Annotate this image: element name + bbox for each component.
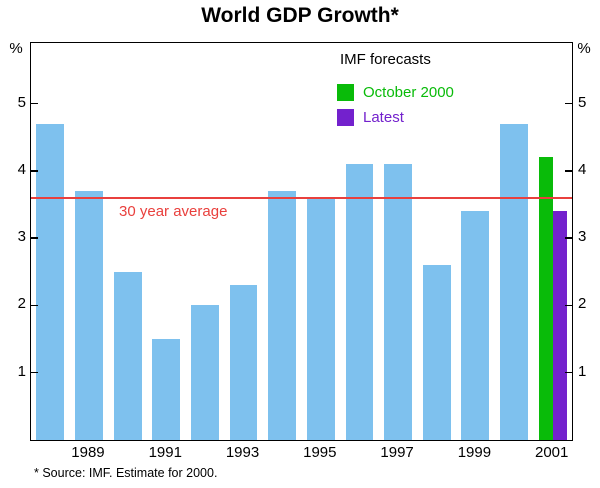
bar-2001-series2 [552, 211, 567, 440]
y-axis-label-right-1: 1 [578, 362, 587, 380]
bar-1999 [461, 211, 490, 440]
legend: IMF forecasts October 2000 Latest [337, 51, 454, 134]
y-axis-label-right-3: 3 [578, 228, 587, 246]
y-tick-right-4 [565, 170, 572, 172]
x-axis-label-2001: 2001 [534, 444, 569, 461]
legend-item-october-2000: October 2000 [337, 84, 454, 101]
x-axis-label-1995: 1995 [303, 444, 337, 461]
bar-1996 [345, 164, 374, 440]
x-axis-label-1989: 1989 [71, 444, 105, 461]
plot-area: 30 year average IMF forecasts October 20… [30, 42, 573, 441]
y-tick-right-3 [565, 237, 572, 239]
x-axis-label-1993: 1993 [225, 444, 260, 461]
y-axis-label-right-5: 5 [578, 93, 587, 111]
y-axis-label-left-3: 3 [17, 228, 26, 246]
y-tick-right-5 [565, 102, 572, 105]
bar-1988 [36, 123, 65, 440]
legend-label-october-2000: October 2000 [363, 84, 454, 101]
bar-1994 [268, 191, 297, 440]
y-axis-unit-right: % [577, 40, 591, 57]
y-axis-label-right-2: 2 [578, 295, 587, 313]
legend-swatch-october-2000 [337, 84, 354, 101]
y-tick-left-3 [31, 237, 38, 239]
bar-1990 [113, 271, 142, 440]
legend-label-latest: Latest [363, 109, 404, 126]
bar-1992 [190, 305, 219, 440]
average-line-label: 30 year average [119, 203, 228, 220]
y-axis-unit-left: % [9, 40, 23, 57]
bar-2001-series1 [538, 157, 553, 440]
y-axis-label-left-2: 2 [17, 295, 26, 313]
y-tick-left-1 [31, 371, 38, 374]
bar-1989 [75, 191, 103, 440]
y-axis-label-left-4: 4 [17, 160, 26, 178]
y-axis-label-right-4: 4 [578, 160, 587, 178]
y-axis-label-left-5: 5 [17, 93, 26, 111]
bar-1997 [384, 164, 412, 440]
y-axis-label-left-1: 1 [17, 362, 26, 380]
y-tick-left-4 [31, 170, 38, 172]
average-line [31, 196, 572, 199]
legend-swatch-latest [337, 109, 354, 126]
x-axis-label-1997: 1997 [380, 444, 414, 461]
bar-2000 [500, 123, 528, 440]
bar-1995 [306, 197, 335, 440]
y-tick-right-2 [565, 304, 572, 307]
x-axis-label-1999: 1999 [457, 444, 492, 461]
legend-heading: IMF forecasts [340, 51, 431, 68]
legend-item-latest: Latest [337, 109, 454, 126]
y-tick-left-2 [31, 304, 38, 307]
bar-1998 [422, 265, 451, 440]
bar-1993 [229, 285, 258, 440]
bar-1991 [152, 339, 181, 440]
y-tick-left-5 [31, 102, 38, 105]
footnote: * Source: IMF. Estimate for 2000. [34, 466, 218, 480]
x-axis-label-1991: 1991 [148, 444, 182, 461]
y-tick-right-1 [565, 371, 572, 374]
chart-title: World GDP Growth* [201, 4, 399, 27]
